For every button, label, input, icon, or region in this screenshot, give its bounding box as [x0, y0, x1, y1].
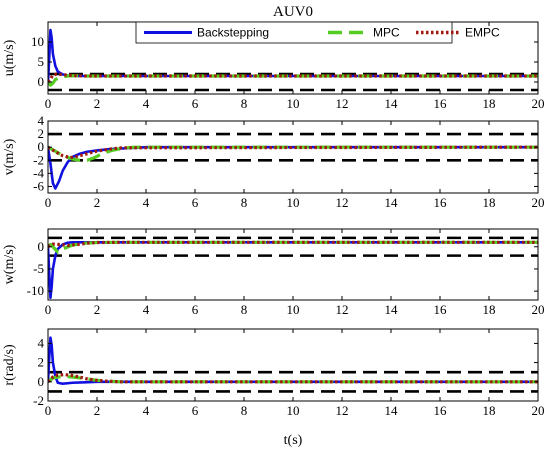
x-tick-label: 8: [241, 403, 248, 418]
axes-box: [47, 120, 539, 194]
x-tick-label: 0: [45, 195, 52, 210]
y-tick-label: -10: [27, 283, 44, 298]
x-tick-label: 20: [532, 403, 545, 418]
x-tick-label: 0: [45, 96, 52, 111]
y-tick-label: -6: [33, 178, 44, 193]
x-tick-label: 8: [241, 302, 248, 317]
x-tick-label: 6: [192, 403, 199, 418]
series-line-mpc: [48, 374, 538, 384]
x-tick-label: 14: [385, 302, 399, 317]
series-line-backstepping: [48, 241, 538, 300]
y-tick-label: 10: [31, 34, 44, 49]
x-tick-label: 18: [483, 403, 496, 418]
panel-data: [48, 132, 538, 190]
y-axis-label: w(m/s): [2, 244, 17, 284]
x-tick-label: 2: [94, 96, 101, 111]
x-tick-label: 12: [336, 195, 349, 210]
x-tick-label: 6: [192, 302, 199, 317]
legend-label-backstepping: Backstepping: [197, 26, 269, 40]
x-tick-label: 12: [336, 403, 349, 418]
x-tick-label: 10: [287, 195, 300, 210]
series-line-empc: [48, 145, 538, 160]
y-axis-label: r(rad/s): [2, 344, 17, 386]
y-tick-label: 0: [38, 374, 45, 389]
x-tick-label: 10: [287, 403, 300, 418]
y-tick-label: 4: [38, 335, 45, 350]
x-tick-label: 10: [287, 96, 300, 111]
legend-label-empc: EMPC: [465, 26, 500, 40]
y-tick-label: 0: [38, 239, 45, 254]
y-tick-label: -2: [33, 152, 44, 167]
series-line-empc: [48, 373, 538, 384]
y-tick-label: 5: [38, 54, 45, 69]
x-tick-label: 2: [94, 302, 101, 317]
x-tick-label: 4: [143, 403, 150, 418]
x-tick-label: 16: [434, 302, 448, 317]
series-line-backstepping: [48, 336, 538, 386]
x-tick-label: 18: [483, 302, 496, 317]
y-tick-label: 2: [38, 355, 45, 370]
panel-1: 0 2 4 6 8 10 12 14 16 18 20 0 5 10 u(m/s): [2, 21, 545, 111]
chart-title: AUV0: [273, 4, 313, 20]
x-tick-label: 14: [385, 96, 399, 111]
x-tick-label: 6: [192, 195, 199, 210]
x-tick-label: 16: [434, 96, 448, 111]
y-tick-label: -5: [33, 261, 44, 276]
x-tick-label: 12: [336, 302, 349, 317]
x-tick-label: 20: [532, 195, 545, 210]
series-line-backstepping: [48, 145, 538, 190]
x-tick-label: 0: [45, 403, 52, 418]
panel-data: [48, 236, 538, 300]
x-tick-label: 14: [385, 195, 399, 210]
y-tick-label: -4: [33, 165, 44, 180]
series-line-empc: [48, 240, 538, 249]
x-tick-label: 4: [143, 302, 150, 317]
x-axis-label: t(s): [284, 433, 303, 448]
y-tick-label: 4: [38, 113, 45, 128]
legend: Backstepping MPC EMPC: [135, 21, 500, 44]
x-tick-label: 16: [434, 403, 448, 418]
y-tick-label: -2: [33, 393, 44, 408]
x-tick-label: 16: [434, 195, 448, 210]
x-tick-label: 18: [483, 195, 496, 210]
x-tick-label: 6: [192, 96, 199, 111]
y-tick-label: 0: [38, 74, 45, 89]
y-tick-label: 0: [38, 139, 45, 154]
x-tick-label: 8: [241, 96, 248, 111]
x-tick-label: 0: [45, 302, 52, 317]
x-tick-label: 18: [483, 96, 496, 111]
y-axis-label: u(m/s): [2, 39, 17, 76]
x-tick-label: 4: [143, 96, 150, 111]
x-tick-label: 2: [94, 195, 101, 210]
legend-label-mpc: MPC: [373, 26, 400, 40]
x-tick-label: 12: [336, 96, 349, 111]
x-tick-label: 20: [532, 302, 545, 317]
axes-box: [47, 228, 539, 301]
x-tick-label: 2: [94, 403, 101, 418]
panel-3: 0 2 4 6 8 10 12 14 16 18 20 -10 -5 0 w(m/s): [2, 228, 545, 317]
panel-data: [48, 336, 538, 393]
x-tick-label: 8: [241, 195, 248, 210]
series-line-mpc: [48, 145, 538, 162]
series-line-empc: [48, 72, 538, 83]
y-axis-label: v(m/s): [2, 138, 17, 175]
y-tick-label: 2: [38, 126, 45, 141]
series-line-mpc: [48, 73, 538, 87]
x-tick-label: 10: [287, 302, 300, 317]
x-tick-label: 20: [532, 96, 545, 111]
x-tick-label: 4: [143, 195, 150, 210]
x-tick-label: 14: [385, 403, 399, 418]
